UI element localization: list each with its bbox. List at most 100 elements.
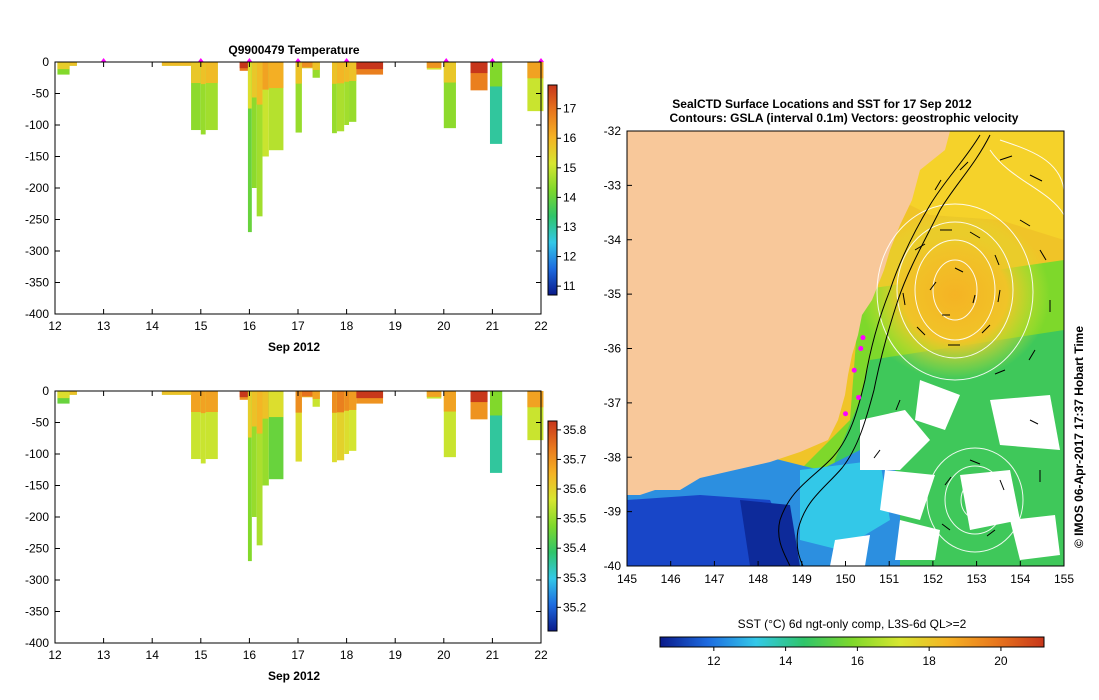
temperature-x-axis: 12 13 14 15 16 17 18 19 20 21 22 [48,62,548,333]
lat-tick-label: -39 [604,505,622,519]
y-tick-label: 0 [42,384,49,398]
lon-tick-label: 145 [617,572,637,586]
sst-colorbar [659,636,1045,648]
x-tick-label: 14 [146,648,160,662]
x-tick-label: 22 [534,648,548,662]
cast-surface-layer [349,62,357,81]
colorbar-tick-label: 17 [563,102,577,116]
lon-tick-label: 154 [1010,572,1030,586]
cast-surface-layer [161,62,192,66]
salinity-x-label: Sep 2012 [268,669,320,683]
sst-colorbar-tick-label: 12 [707,654,721,668]
cast-marker [100,58,107,62]
y-tick-label: -150 [25,479,49,493]
y-tick-label: -50 [32,416,50,430]
cast-surface-layer [69,391,77,395]
cast-surface-layer [256,62,263,105]
cast-surface-layer [426,391,442,397]
cast-marker [538,58,544,62]
x-tick-label: 16 [243,648,257,662]
cast-marker [197,58,204,62]
cast-surface-layer [205,391,218,413]
sst-colorbar-tick-label: 20 [994,654,1008,668]
x-tick-label: 12 [48,319,62,333]
y-tick-label: -300 [25,244,49,258]
lon-tick-label: 153 [967,572,987,586]
x-tick-label: 13 [97,648,111,662]
x-tick-label: 19 [389,319,403,333]
sst-colorbar-label: SST (°C) 6d ngt-only comp, L3S-6d QL>=2 [738,617,967,631]
x-tick-label: 19 [389,648,403,662]
colorbar-tick-label: 14 [563,190,577,204]
lon-tick-label: 148 [748,572,768,586]
lat-tick-label: -37 [604,396,622,410]
cast-surface-layer [251,391,257,427]
cast-surface-layer [344,391,350,411]
seal-location-dot [851,367,857,373]
cast-surface-layer [262,391,269,419]
lon-tick-label: 149 [792,572,812,586]
y-tick-label: -400 [25,636,49,650]
cast-marker [246,58,253,62]
y-tick-label: -100 [25,447,49,461]
cloud-gaps [830,380,1060,566]
lat-tick-label: -40 [604,559,622,573]
cast-bar [191,391,201,460]
cast-markers [100,58,544,62]
colorbar-tick-label: 15 [563,161,577,175]
cast-bar [262,62,269,157]
temperature-casts [57,62,544,233]
map-subtitle: Contours: GSLA (interval 0.1m) Vectors: … [670,111,1019,125]
cast-surface-layer [69,62,77,66]
cast-surface-layer [57,62,70,70]
sst-colorbar-tick-label: 14 [779,654,793,668]
x-tick-label: 18 [340,319,354,333]
cast-surface-layer [336,62,345,84]
cast-bar [200,391,206,464]
lat-tick-label: -35 [604,287,622,301]
x-tick-label: 16 [243,319,257,333]
seal-location-dot [856,394,862,400]
cast-bar [349,62,357,122]
warm-north-water [900,131,1064,240]
cast-bar [256,391,263,546]
land-mass [627,131,950,495]
cast-surface-layer [268,62,284,89]
cast-bar [295,391,302,462]
cyan-water-patch [800,460,890,550]
y-tick-label: -350 [25,276,49,290]
cast-bar [336,391,345,461]
cast-marker [295,58,301,62]
cast-surface-layer [205,62,218,84]
map-y-axis: -32 -33 -34 -35 -36 -37 -38 -39 -40 [604,124,632,573]
seal-location-dot [843,411,848,417]
lon-tick-label: 147 [704,572,724,586]
cast-surface-layer [443,391,456,412]
gsla-contours [876,139,1064,553]
lat-tick-label: -33 [604,178,622,192]
cast-bar [344,62,350,125]
lon-tick-label: 155 [1054,572,1074,586]
y-tick-label: -350 [25,605,49,619]
seal-location-dot [860,335,866,341]
cast-bar [336,62,345,132]
cast-bar [251,62,257,188]
salinity-colorbar-ticks: 35.2 35.3 35.4 35.5 35.6 35.7 35.8 [557,423,587,614]
cast-bar [349,391,357,451]
temperature-x-label: Sep 2012 [268,340,320,354]
y-tick-label: -250 [25,542,49,556]
lon-tick-label: 151 [879,572,899,586]
map-title: SealCTD Surface Locations and SST for 17… [672,97,972,111]
temperature-y-axis: 0 -50 -100 -150 -200 -250 -300 -350 -400 [25,55,541,321]
colorbar-tick-label: 35.4 [563,541,587,555]
cast-surface-layer [200,391,206,414]
cast-surface-layer [344,62,350,82]
cast-surface-layer [443,62,456,83]
x-tick-label: 12 [48,648,62,662]
colorbar-tick-label: 35.2 [563,600,587,614]
cast-surface-layer [256,391,263,434]
x-tick-label: 20 [437,648,451,662]
lon-tick-label: 152 [923,572,943,586]
colorbar-tick-label: 11 [563,279,576,293]
